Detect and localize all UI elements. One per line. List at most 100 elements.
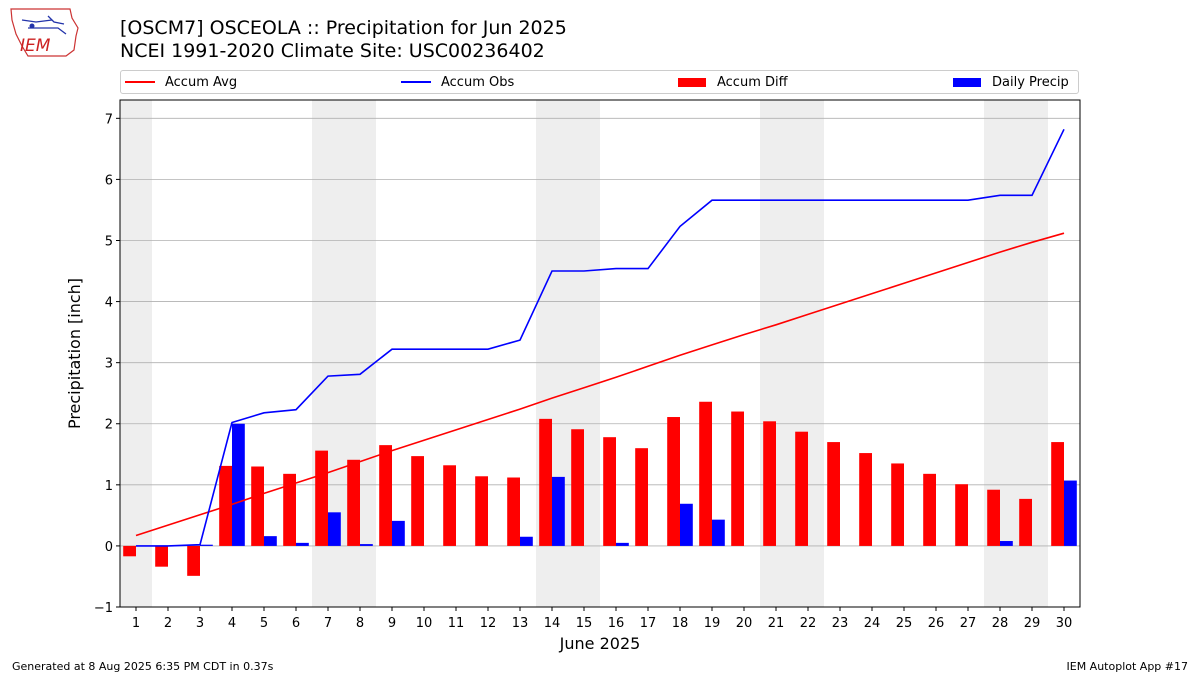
accum-diff-bar <box>731 411 744 546</box>
x-tick-label: 22 <box>800 616 817 631</box>
x-tick-label: 15 <box>576 616 593 631</box>
accum-diff-bar <box>251 466 264 546</box>
x-tick-label: 10 <box>416 616 433 631</box>
accum-diff-bar <box>347 459 360 546</box>
legend-swatch-accum-obs <box>401 81 431 83</box>
app-credit: IEM Autoplot App #17 <box>1066 660 1189 673</box>
accum-diff-bar <box>283 473 296 546</box>
x-tick-label: 1 <box>132 616 140 631</box>
accum-diff-bar <box>667 417 680 546</box>
daily-precip-bar <box>712 519 725 546</box>
x-tick-label: 24 <box>864 616 881 631</box>
x-tick-label: 9 <box>388 616 396 631</box>
legend-label-accum-obs: Accum Obs <box>441 74 515 90</box>
accum-diff-bar <box>187 545 200 576</box>
x-tick-label: 17 <box>640 616 657 631</box>
x-tick-label: 25 <box>896 616 913 631</box>
x-tick-label: 21 <box>768 616 785 631</box>
accum-diff-bar <box>315 450 328 546</box>
y-axis-label: Precipitation [inch] <box>65 278 84 429</box>
accum-diff-bar <box>795 431 808 546</box>
y-tick-label: 3 <box>105 357 113 372</box>
legend-swatch-accum-diff <box>678 77 706 87</box>
accum-diff-bar <box>859 453 872 546</box>
x-tick-label: 26 <box>928 616 945 631</box>
x-tick-label: 3 <box>196 616 204 631</box>
y-tick-label: 5 <box>105 234 113 249</box>
daily-precip-bar <box>1000 541 1013 546</box>
accum-diff-bar <box>475 476 488 546</box>
legend-item-accum-avg: Accum Avg <box>125 74 237 90</box>
legend-label-accum-avg: Accum Avg <box>165 74 238 90</box>
accum-diff-bar <box>411 456 424 546</box>
legend-swatch-daily-precip <box>953 77 981 87</box>
daily-precip-bar <box>200 544 213 546</box>
accum-diff-bar <box>443 465 456 546</box>
x-tick-label: 14 <box>544 616 561 631</box>
accum-diff-bar <box>891 463 904 546</box>
daily-precip-bar <box>552 476 565 546</box>
accum-diff-bar <box>1051 442 1064 546</box>
accum-diff-bar <box>987 489 1000 546</box>
x-tick-label: 28 <box>992 616 1009 631</box>
accum-diff-bar <box>1019 498 1032 546</box>
generated-timestamp: Generated at 8 Aug 2025 6:35 PM CDT in 0… <box>12 660 274 673</box>
legend-item-accum-obs: Accum Obs <box>401 74 514 90</box>
iem-logo: IEM <box>10 8 79 57</box>
daily-precip-bar <box>392 520 405 546</box>
x-tick-label: 23 <box>832 616 849 631</box>
y-tick-label: 1 <box>105 479 113 494</box>
accum-diff-bar <box>827 442 840 546</box>
daily-precip-bar <box>328 512 341 546</box>
y-tick-label: −1 <box>94 601 113 616</box>
accum-diff-bar <box>763 421 776 546</box>
legend: Accum Avg Accum Obs Accum Diff Daily Pre… <box>120 70 1079 94</box>
accum-diff-bar <box>603 437 616 546</box>
legend-swatch-accum-avg <box>125 81 155 83</box>
daily-precip-bar <box>680 503 693 546</box>
x-tick-label: 18 <box>672 616 689 631</box>
legend-item-daily-precip: Daily Precip <box>953 74 1069 90</box>
y-tick-label: 4 <box>105 296 113 311</box>
x-tick-label: 30 <box>1056 616 1073 631</box>
accum-diff-bar <box>923 473 936 546</box>
daily-precip-bar <box>520 536 533 546</box>
accum-diff-bar <box>507 477 520 546</box>
x-tick-label: 27 <box>960 616 977 631</box>
y-tick-label: 2 <box>105 418 113 433</box>
x-tick-label: 29 <box>1024 616 1041 631</box>
daily-precip-bar <box>296 542 309 546</box>
svg-text:IEM: IEM <box>20 36 51 56</box>
x-tick-label: 19 <box>704 616 721 631</box>
x-tick-label: 5 <box>260 616 268 631</box>
x-tick-label: 8 <box>356 616 364 631</box>
daily-precip-bar <box>264 536 277 546</box>
accum-diff-bar <box>571 429 584 546</box>
x-tick-label: 12 <box>480 616 497 631</box>
accum-diff-bar <box>123 545 136 557</box>
legend-label-accum-diff: Accum Diff <box>717 74 788 90</box>
chart-title: [OSCM7] OSCEOLA :: Precipitation for Jun… <box>120 17 567 39</box>
legend-label-daily-precip: Daily Precip <box>992 74 1069 90</box>
x-tick-label: 20 <box>736 616 753 631</box>
daily-precip-bar <box>1064 480 1077 546</box>
accum-diff-bar <box>955 484 968 546</box>
x-tick-label: 13 <box>512 616 529 631</box>
accum-obs-line <box>136 128 1065 547</box>
y-tick-label: 6 <box>105 173 113 188</box>
accum-avg-line <box>135 232 1065 537</box>
x-tick-label: 7 <box>324 616 332 631</box>
accum-diff-bar <box>155 545 168 567</box>
x-tick-label: 16 <box>608 616 625 631</box>
daily-precip-bar <box>616 542 629 546</box>
x-axis-label: June 2025 <box>559 634 641 653</box>
plot-frame <box>119 99 1081 608</box>
legend-item-accum-diff: Accum Diff <box>678 74 788 90</box>
x-tick-label: 2 <box>164 616 172 631</box>
y-tick-label: 7 <box>105 112 113 127</box>
y-tick-label: 0 <box>105 540 113 555</box>
accum-diff-bar <box>635 448 648 546</box>
accum-diff-bar <box>699 401 712 546</box>
accum-diff-bar <box>539 418 552 546</box>
